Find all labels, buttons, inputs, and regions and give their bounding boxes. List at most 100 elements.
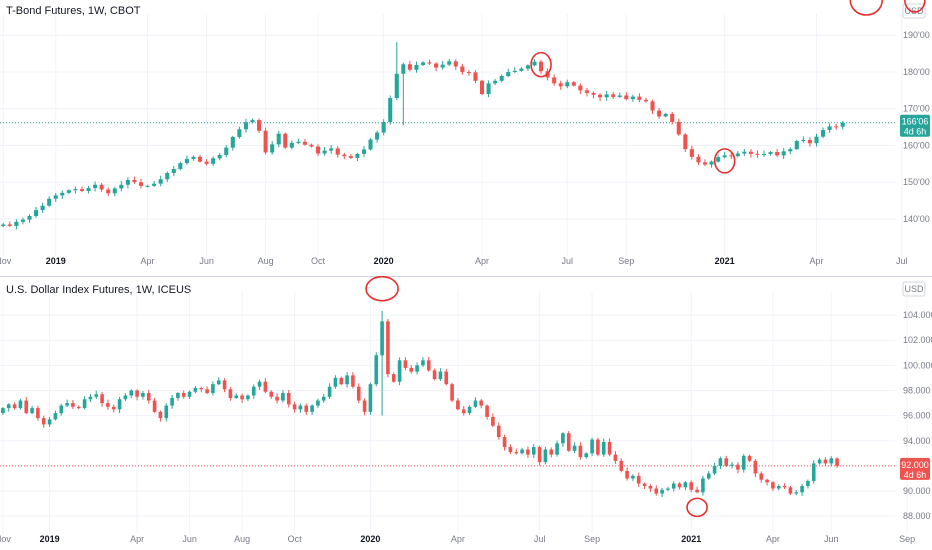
dxy-candle: [502, 434, 507, 451]
dxy-candle: [199, 386, 204, 393]
tbond-candle: [834, 123, 839, 130]
dxy-candle: [391, 372, 396, 383]
dxy-candle: [374, 352, 379, 387]
dxy-candle: [170, 394, 174, 409]
tbond-candle: [250, 118, 255, 124]
tbond-x-tick-label: Apr: [809, 256, 823, 266]
dxy-candle: [53, 410, 58, 421]
dxy-candle: [228, 387, 233, 401]
dxy-x-tick-label: Apr: [766, 534, 780, 544]
dxy-candle: [806, 479, 810, 489]
dxy-candle: [631, 474, 635, 481]
dxy-candle: [356, 383, 361, 404]
tbond-candle: [20, 217, 25, 225]
dxy-candle: [164, 403, 169, 422]
dxy-candle: [461, 406, 466, 416]
dxy-candle: [607, 438, 612, 457]
dxy-candle: [730, 462, 734, 469]
tbond-candle: [709, 160, 714, 168]
tbond-candle: [329, 144, 334, 154]
dxy-candle: [59, 403, 64, 416]
dxy-x-tick-label: Apr: [451, 534, 465, 544]
dxy-candle: [636, 472, 641, 487]
dxy-x-tick-label: Apr: [130, 534, 144, 544]
tbond-candle: [335, 146, 340, 158]
tbond-x-tick-label: Jul: [562, 256, 574, 266]
dxy-candle: [736, 462, 740, 474]
dxy-x-tick-label: 2019: [40, 534, 60, 544]
dxy-x-tick-label: Jun: [182, 534, 197, 544]
dxy-candle: [660, 487, 664, 497]
dxy-candle: [246, 394, 250, 402]
dxy-candle: [222, 378, 227, 393]
t-bond-currency-button[interactable]: USD: [904, 6, 924, 16]
tbond-candle: [197, 154, 203, 163]
tbond-candle: [519, 67, 524, 72]
dxy-candle: [234, 393, 239, 400]
tbond-candle: [539, 59, 544, 74]
tbond-candle: [748, 149, 753, 158]
dxy-candle: [82, 396, 87, 410]
dxy-candle: [491, 413, 495, 428]
tbond-candle: [479, 79, 485, 96]
tbond-candle: [158, 175, 163, 187]
dxy-candle: [695, 486, 699, 494]
dxy-candle: [701, 475, 705, 496]
tbond-candle: [591, 91, 596, 99]
dxy-candle: [281, 390, 285, 403]
dxy-candle: [6, 403, 11, 412]
tbond-candle: [801, 136, 806, 143]
dxy-candle: [677, 482, 682, 490]
tbond-candle: [112, 186, 117, 197]
dxy-candle: [590, 437, 594, 456]
dxy-y-tick-label: 88.000: [903, 511, 931, 521]
tbond-candle: [473, 70, 478, 84]
tbond-y-tick-label: 150'00: [903, 177, 930, 187]
tbond-countdown-label: 4d 6h: [904, 127, 927, 137]
tbond-candle: [138, 178, 144, 189]
dxy-candle: [706, 471, 711, 480]
dxy-candle: [753, 459, 758, 478]
dxy-candle: [578, 442, 583, 460]
tbond-candle: [775, 148, 780, 157]
tbond-candle: [447, 58, 452, 67]
dollar-index-currency-button[interactable]: USD: [904, 284, 924, 294]
dxy-candle: [123, 393, 128, 401]
tbond-candle: [224, 145, 229, 158]
dxy-candle: [65, 399, 69, 408]
dxy-candle: [36, 405, 40, 421]
tbond-candle: [401, 62, 406, 126]
t-bond-panel: T-Bond Futures, 1W, CBOT USD 140'00 150'0…: [0, 0, 930, 266]
dxy-candle: [240, 393, 244, 403]
tbond-candle: [14, 219, 19, 230]
tbond-x-tick-label: Apr: [141, 256, 155, 266]
dxy-candle: [811, 460, 816, 484]
tbond-candle: [676, 118, 681, 136]
dxy-candle: [304, 403, 309, 415]
dxy-candle: [683, 481, 688, 491]
tbond-candle: [466, 69, 471, 76]
dxy-y-tick-label: 102.000: [903, 335, 932, 345]
dxy-candle: [537, 445, 542, 466]
dxy-candle: [362, 398, 367, 416]
dxy-candle: [187, 390, 192, 400]
dxy-candle: [823, 457, 828, 466]
tbond-x-tick-label: Apr: [475, 256, 489, 266]
tbond-candle: [499, 74, 504, 83]
dxy-x-tick-label: Aug: [234, 534, 250, 544]
dxy-candle: [71, 399, 75, 410]
tbond-candle: [316, 144, 321, 157]
dxy-candle: [467, 405, 472, 416]
tbond-candle: [702, 159, 708, 167]
dxy-candle: [193, 385, 198, 394]
dxy-candle: [386, 319, 390, 378]
dxy-candle: [520, 447, 524, 455]
dxy-candle: [817, 457, 822, 465]
tbond-candle: [650, 99, 655, 114]
tbond-candle: [263, 127, 268, 155]
dxy-candle: [30, 405, 34, 415]
tbond-y-tick-label: 170'00: [903, 104, 930, 114]
tbond-candle: [7, 221, 12, 228]
dxy-candle: [747, 454, 752, 463]
